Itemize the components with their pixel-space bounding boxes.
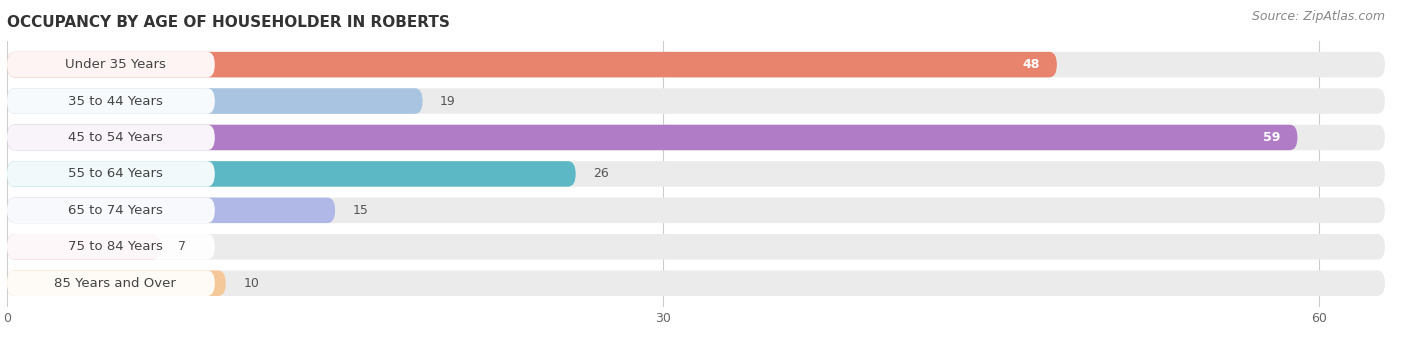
Text: 75 to 84 Years: 75 to 84 Years (67, 240, 163, 253)
Text: 10: 10 (243, 277, 259, 290)
Text: Source: ZipAtlas.com: Source: ZipAtlas.com (1251, 10, 1385, 23)
FancyBboxPatch shape (7, 52, 1385, 77)
FancyBboxPatch shape (7, 125, 1385, 150)
FancyBboxPatch shape (7, 161, 1385, 187)
FancyBboxPatch shape (7, 161, 215, 187)
Text: 48: 48 (1022, 58, 1039, 71)
FancyBboxPatch shape (7, 88, 215, 114)
FancyBboxPatch shape (7, 52, 215, 77)
Text: 19: 19 (440, 94, 456, 107)
FancyBboxPatch shape (7, 234, 1385, 260)
FancyBboxPatch shape (7, 270, 226, 296)
FancyBboxPatch shape (7, 125, 215, 150)
Text: 55 to 64 Years: 55 to 64 Years (67, 167, 163, 180)
FancyBboxPatch shape (7, 161, 575, 187)
Text: 85 Years and Over: 85 Years and Over (55, 277, 176, 290)
FancyBboxPatch shape (7, 88, 423, 114)
FancyBboxPatch shape (7, 270, 1385, 296)
FancyBboxPatch shape (7, 197, 1385, 223)
FancyBboxPatch shape (7, 270, 215, 296)
Text: 45 to 54 Years: 45 to 54 Years (67, 131, 163, 144)
FancyBboxPatch shape (7, 125, 1298, 150)
Text: 26: 26 (593, 167, 609, 180)
FancyBboxPatch shape (7, 234, 160, 260)
FancyBboxPatch shape (7, 234, 215, 260)
FancyBboxPatch shape (7, 52, 1057, 77)
Text: OCCUPANCY BY AGE OF HOUSEHOLDER IN ROBERTS: OCCUPANCY BY AGE OF HOUSEHOLDER IN ROBER… (7, 15, 450, 30)
Text: 35 to 44 Years: 35 to 44 Years (67, 94, 163, 107)
FancyBboxPatch shape (7, 88, 1385, 114)
Text: Under 35 Years: Under 35 Years (65, 58, 166, 71)
Text: 15: 15 (353, 204, 368, 217)
FancyBboxPatch shape (7, 197, 335, 223)
FancyBboxPatch shape (7, 197, 215, 223)
Text: 7: 7 (177, 240, 186, 253)
Text: 65 to 74 Years: 65 to 74 Years (67, 204, 163, 217)
Text: 59: 59 (1263, 131, 1279, 144)
